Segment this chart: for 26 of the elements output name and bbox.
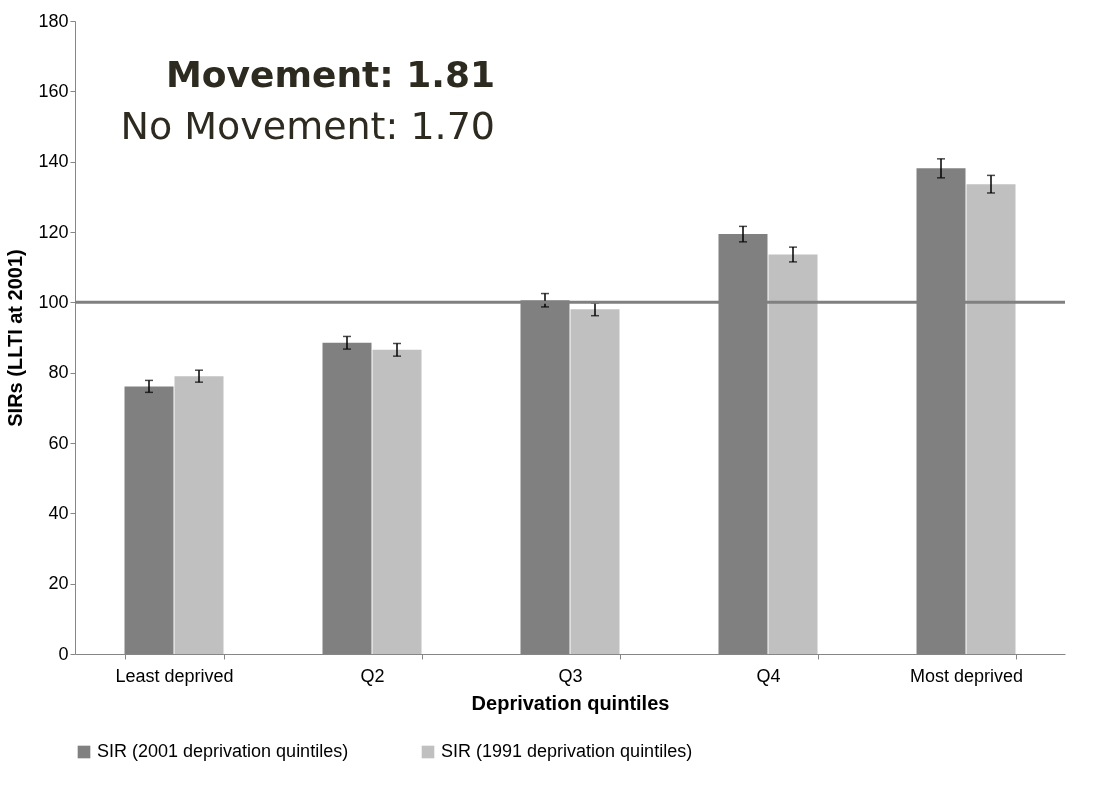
y-tick-label: 60 bbox=[48, 432, 69, 453]
y-tick-label: 20 bbox=[48, 573, 69, 594]
y-tick-label: 100 bbox=[38, 291, 69, 312]
x-tick-label: Most deprived bbox=[909, 665, 1024, 686]
y-tick-label: 40 bbox=[48, 502, 69, 523]
x-tick-label: Least deprived bbox=[115, 665, 234, 686]
x-axis-title: Deprivation quintiles bbox=[471, 691, 670, 714]
bar bbox=[174, 376, 224, 654]
legend-label: SIR (1991 deprivation quintiles) bbox=[441, 741, 693, 761]
x-tick-label: Q4 bbox=[756, 665, 781, 686]
legend-label: SIR (2001 deprivation quintiles) bbox=[97, 741, 349, 761]
bar bbox=[966, 184, 1016, 654]
x-tick-label: Q3 bbox=[558, 665, 583, 686]
y-tick-label: 140 bbox=[38, 151, 69, 172]
y-tick-label: 120 bbox=[38, 221, 69, 242]
y-axis-title: SIRs (LLTI at 2001) bbox=[4, 249, 27, 427]
bar bbox=[570, 309, 620, 654]
y-tick-label: 80 bbox=[48, 362, 69, 383]
y-tick-label: 180 bbox=[38, 10, 69, 31]
x-tick-label: Q2 bbox=[360, 665, 385, 686]
annotation: No Movement: 1.70 bbox=[120, 104, 495, 148]
bar bbox=[768, 254, 818, 654]
y-tick-label: 160 bbox=[38, 80, 69, 101]
y-tick-label: 0 bbox=[58, 643, 69, 664]
annotation: Movement: 1.81 bbox=[166, 54, 495, 95]
bar bbox=[372, 349, 422, 654]
